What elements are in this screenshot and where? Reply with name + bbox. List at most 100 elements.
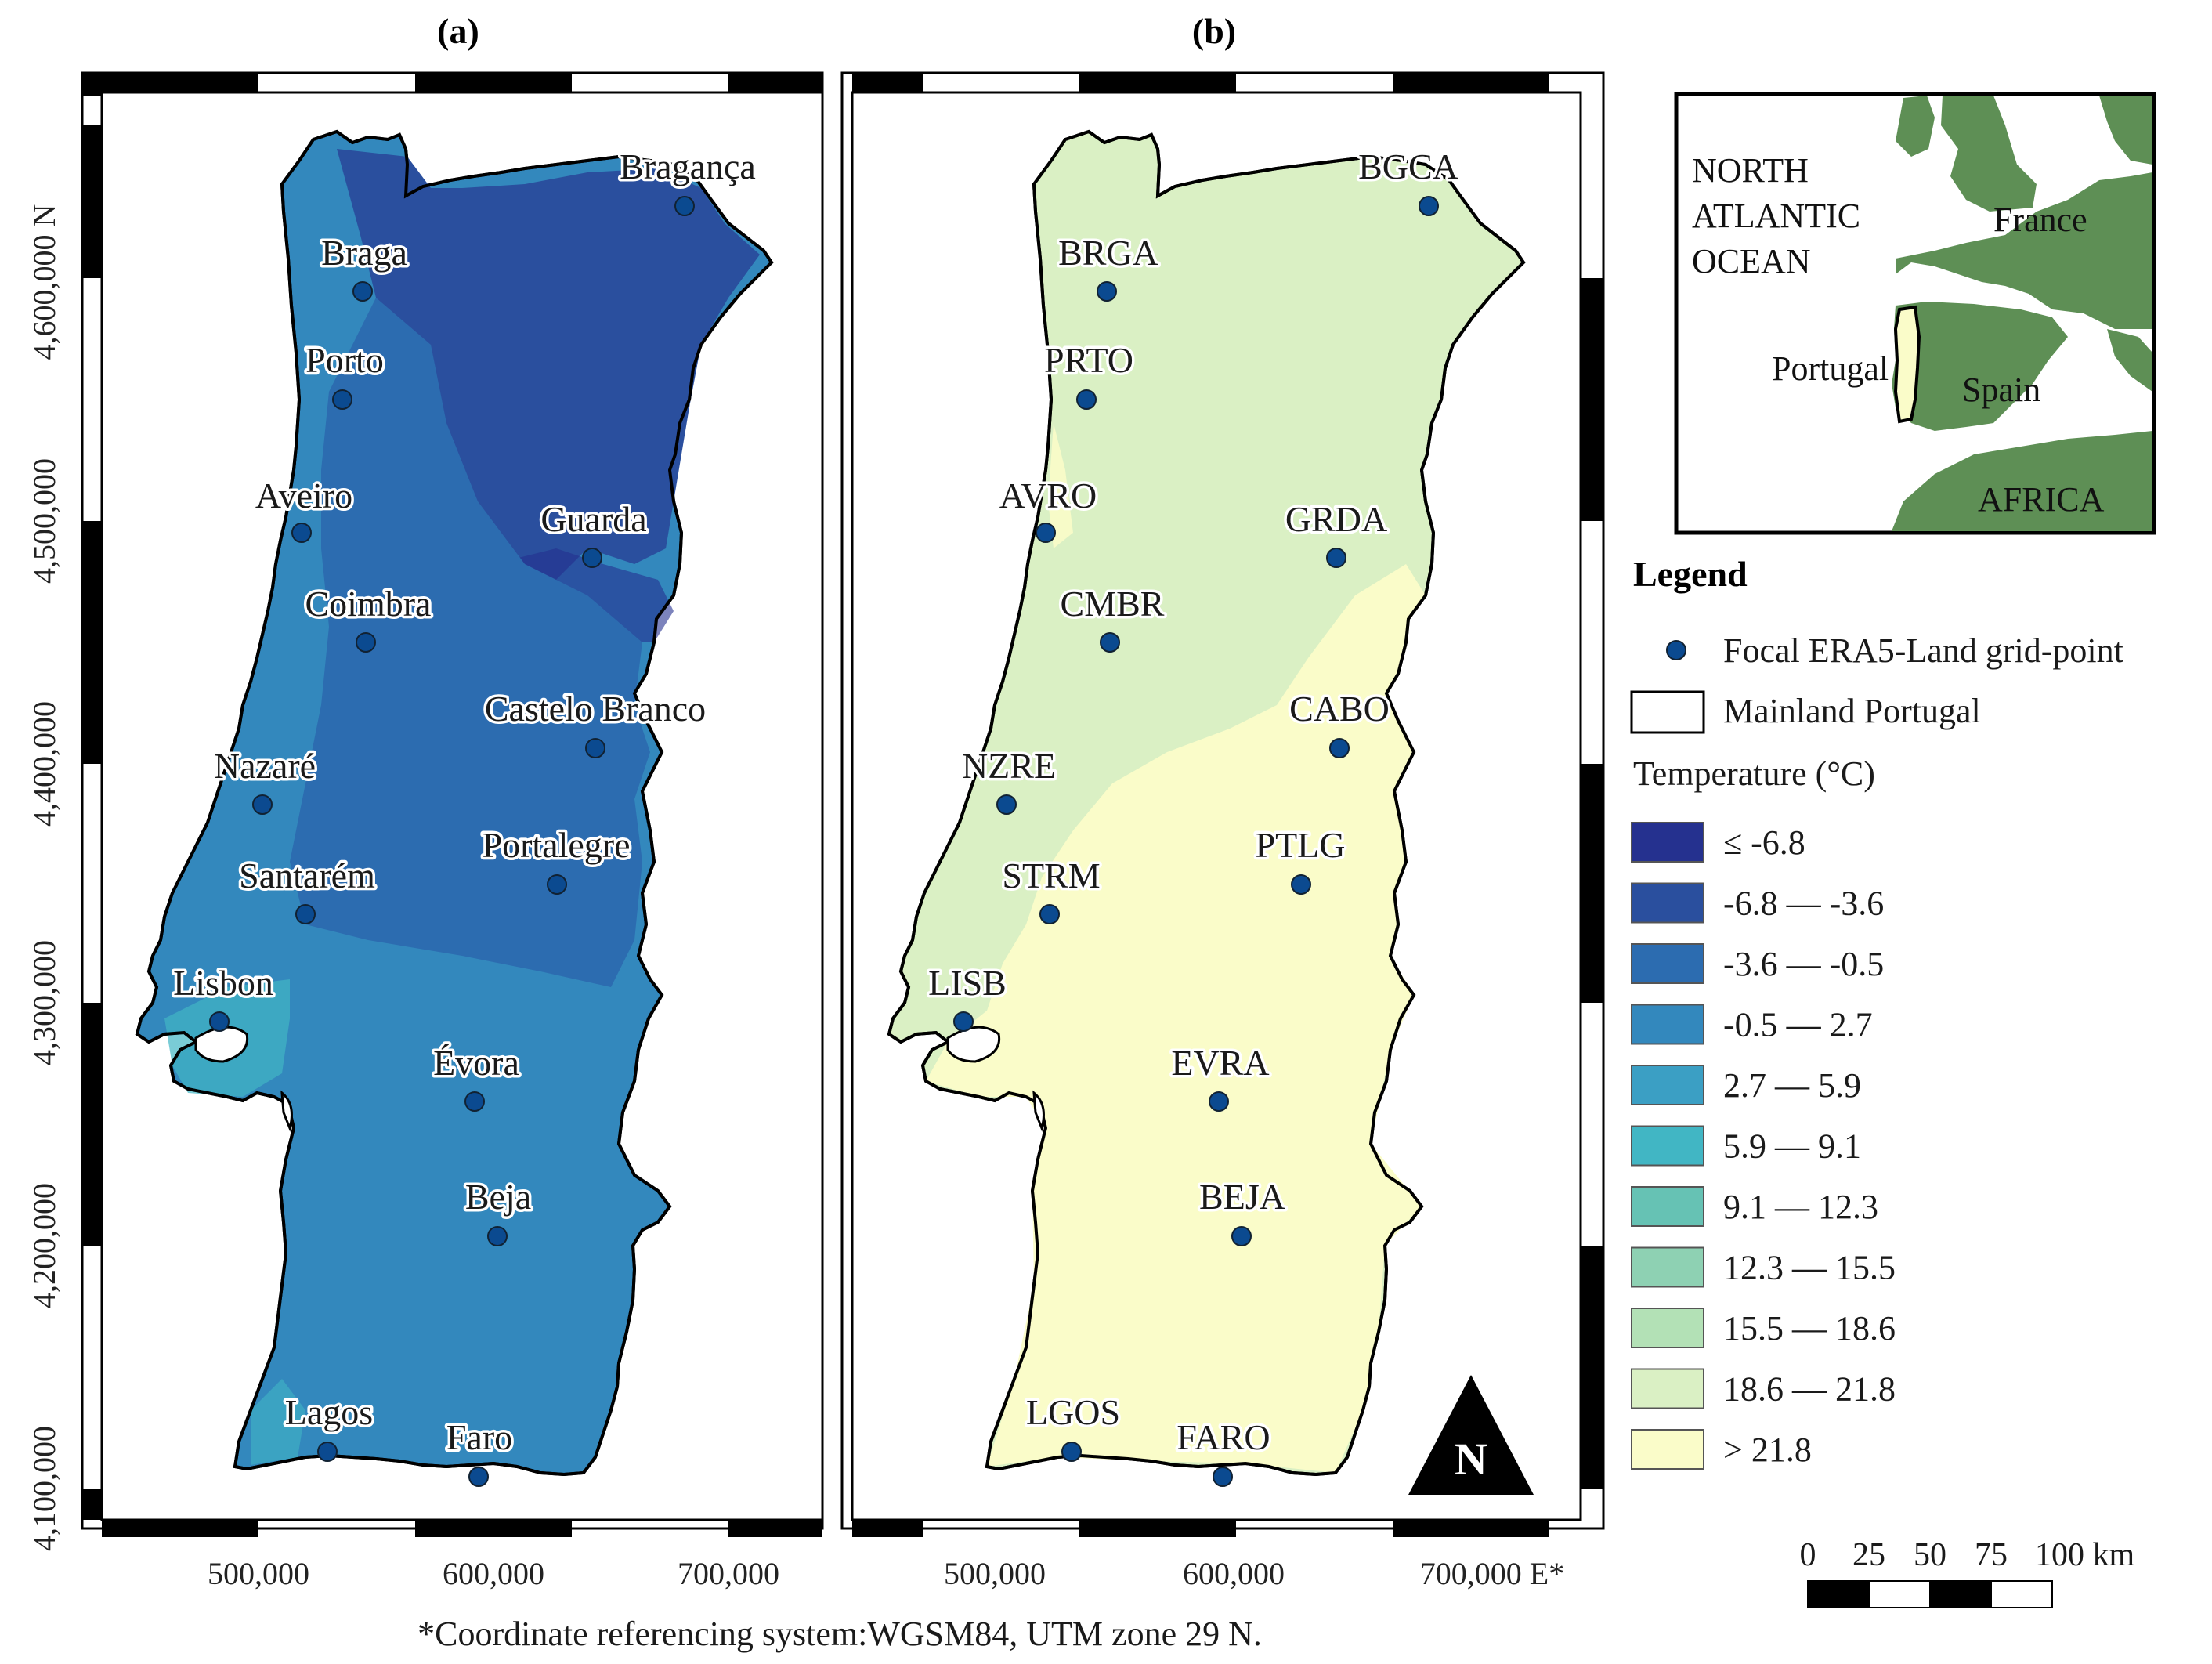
city-label: Lagos — [285, 1392, 373, 1432]
station-label: BRGA — [1058, 233, 1158, 273]
y-tick: 4,600,000 N — [27, 204, 62, 360]
city-label: Castelo Branco — [485, 689, 706, 729]
legend-swatch — [1631, 1186, 1704, 1227]
station-point — [1061, 1442, 1082, 1462]
legend-point-label: Focal ERA5-Land grid-point — [1723, 631, 2123, 670]
city-label: Faro — [446, 1417, 512, 1457]
station-label: PTLG — [1256, 825, 1346, 865]
city-point — [547, 874, 567, 895]
y-tick: 4,500,000 — [27, 458, 62, 584]
city-label: Bragança — [620, 147, 756, 186]
city-point — [356, 632, 376, 653]
panel-b-title: (b) — [1192, 11, 1236, 51]
legend-class-label: 9.1 — 12.3 — [1723, 1188, 1878, 1226]
station-label: BGCA — [1358, 147, 1458, 186]
legend-class-label: ≤ -6.8 — [1723, 823, 1805, 862]
y-tick: 4,400,000 — [27, 701, 62, 827]
cities-a: Bragança Braga Porto Aveiro Guarda Coimb… — [171, 144, 758, 1487]
station-point — [1329, 738, 1350, 758]
scale-bar-label: 50 — [1914, 1537, 1946, 1573]
station-point — [1231, 1226, 1252, 1246]
x-tick: 600,000 — [1183, 1556, 1285, 1591]
legend-class-label: > 21.8 — [1723, 1431, 1812, 1469]
station-point — [1213, 1467, 1233, 1487]
station-label: LGOS — [1026, 1392, 1120, 1432]
legend-class-label: -0.5 — 2.7 — [1723, 1006, 1873, 1044]
inset-spain-label: Spain — [1962, 371, 2040, 409]
city-point — [332, 389, 352, 410]
city-label: Beja — [465, 1177, 531, 1217]
station-point — [1291, 874, 1311, 895]
legend-swatch — [1631, 1308, 1704, 1348]
legend-swatch — [1631, 1125, 1704, 1167]
station-label: PRTO — [1044, 340, 1133, 380]
station-label: LISB — [928, 963, 1007, 1003]
x-axis-labels-a: 500,000 600,000 700,000 — [208, 1556, 779, 1591]
y-tick: 4,300,000 — [27, 940, 62, 1065]
x-axis-labels-b: 500,000 600,000 700,000 E* — [944, 1556, 1564, 1591]
cities-b: BGCA BRGA PRTO AVRO GRDA CMBR CABO NZRE … — [926, 144, 1461, 1487]
legend-swatch — [1631, 943, 1704, 984]
inset-ocean-label: NORTH — [1692, 151, 1809, 190]
station-point — [1076, 389, 1097, 410]
station-point — [1036, 523, 1056, 543]
city-label: Aveiro — [255, 476, 352, 515]
city-point — [252, 794, 273, 815]
scale-bar: 0 25 50 75 100 km — [1800, 1537, 2135, 1608]
inset-ocean-label: OCEAN — [1692, 242, 1811, 280]
legend-class-label: 18.6 — 21.8 — [1723, 1370, 1896, 1409]
city-point — [487, 1226, 508, 1246]
station-label: CMBR — [1061, 584, 1165, 624]
city-point — [209, 1011, 230, 1032]
legend-swatch — [1631, 882, 1704, 924]
city-point — [585, 738, 605, 758]
city-point — [352, 281, 373, 302]
city-point — [295, 904, 316, 924]
legend-swatch — [1631, 1246, 1704, 1288]
x-tick: 500,000 — [208, 1556, 309, 1591]
panel-b-graticule-bars — [852, 73, 1603, 1537]
city-label: Santarém — [239, 856, 375, 895]
station-point — [1419, 196, 1439, 216]
station-point — [1100, 632, 1120, 653]
legend-temp-title: Temperature (°C) — [1633, 754, 1875, 793]
station-label: CABO — [1289, 689, 1390, 729]
station-label: EVRA — [1171, 1043, 1269, 1083]
x-tick: 600,000 — [443, 1556, 544, 1591]
x-tick: 500,000 — [944, 1556, 1046, 1591]
scale-bar-label: 75 — [1975, 1537, 2008, 1573]
station-label: GRDA — [1285, 499, 1387, 539]
city-label: Évora — [433, 1043, 519, 1083]
legend-classes: ≤ -6.8 -6.8 — -3.6 -3.6 — -0.5 -0.5 — 2.7 2.… — [1631, 822, 1896, 1470]
city-label: Braga — [321, 233, 407, 273]
city-point — [291, 523, 312, 543]
legend-point-symbol — [1666, 640, 1686, 660]
crs-footnote: *Coordinate referencing system:WGSM84, U… — [417, 1615, 1262, 1653]
station-point — [996, 794, 1017, 815]
station-point — [953, 1011, 974, 1032]
panel-b: (b) BGCA — [840, 11, 1605, 1591]
legend-swatch — [1631, 822, 1704, 863]
station-point — [1097, 281, 1117, 302]
station-label: NZRE — [962, 746, 1056, 786]
inset-france-label: France — [1993, 201, 2087, 239]
legend: Legend Focal ERA5-Land grid-point Mainla… — [1630, 554, 2123, 1470]
legend-class-label: -3.6 — -0.5 — [1723, 945, 1884, 983]
scale-bar-label: 25 — [1852, 1537, 1885, 1573]
x-tick: 700,000 E* — [1420, 1556, 1564, 1591]
north-arrow: N — [1408, 1375, 1534, 1495]
station-label: BEJA — [1199, 1177, 1285, 1217]
inset-map: NORTH ATLANTIC OCEAN France Portugal Spa… — [1674, 92, 2156, 535]
scale-bar-label: 0 — [1800, 1537, 1816, 1573]
x-tick: 700,000 — [678, 1556, 779, 1591]
city-label: Lisbon — [173, 963, 273, 1003]
legend-class-label: 2.7 — 5.9 — [1723, 1066, 1861, 1105]
station-point — [1039, 904, 1060, 924]
inset-portugal-highlight — [1893, 305, 1921, 424]
inset-africa-label: AFRICA — [1978, 480, 2105, 519]
scale-bar-label: 100 km — [2035, 1537, 2135, 1573]
city-point — [464, 1091, 485, 1112]
station-label: STRM — [1002, 856, 1100, 895]
panel-a-title: (a) — [437, 11, 479, 51]
